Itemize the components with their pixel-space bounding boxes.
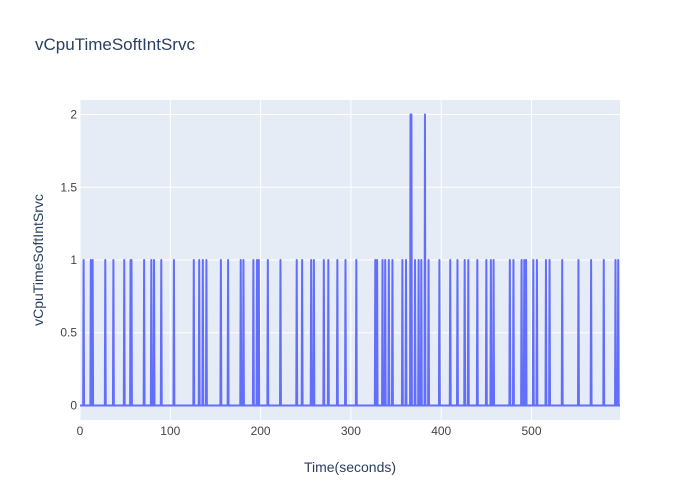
x-tick-label: 0 xyxy=(77,424,84,438)
x-tick-label: 500 xyxy=(521,424,541,438)
y-tick-label: 1.5 xyxy=(60,180,77,194)
y-tick-label: 0.5 xyxy=(60,326,77,340)
y-tick-labels: 0 0.5 1 1.5 2 xyxy=(60,108,77,413)
chart-title: vCpuTimeSoftIntSrvc xyxy=(35,35,195,54)
x-axis-title: Time(seconds) xyxy=(304,459,396,475)
x-tick-label: 100 xyxy=(160,424,180,438)
series-line xyxy=(80,113,620,407)
series-layer xyxy=(80,113,620,407)
y-tick-label: 1 xyxy=(70,253,77,267)
x-tick-label: 400 xyxy=(431,424,451,438)
x-tick-label: 200 xyxy=(251,424,271,438)
x-tick-labels: 0 100 200 300 400 500 xyxy=(77,424,542,438)
y-tick-label: 2 xyxy=(70,108,77,122)
x-tick-label: 300 xyxy=(341,424,361,438)
y-tick-label: 0 xyxy=(70,398,77,412)
y-axis-title: vCpuTimeSoftIntSrvc xyxy=(30,194,46,326)
